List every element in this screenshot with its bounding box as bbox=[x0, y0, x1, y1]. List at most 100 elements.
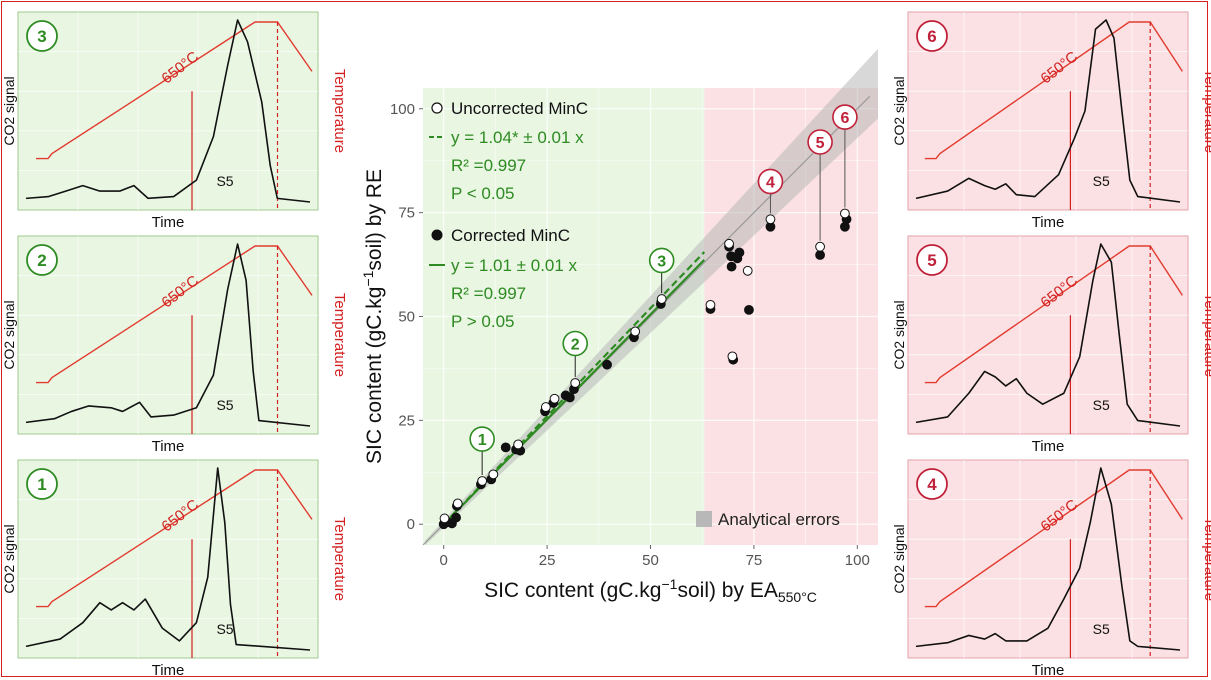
uncorrected-point bbox=[742, 265, 753, 276]
panel-number-label: 5 bbox=[927, 251, 936, 270]
panel-y2-label: Temperature bbox=[1201, 293, 1211, 377]
panel-y2-label: Temperature bbox=[1201, 69, 1211, 153]
temperature-ramp-line bbox=[36, 245, 313, 384]
co2-signal-curve bbox=[25, 19, 311, 203]
label-circle-6 bbox=[832, 104, 858, 130]
panel-y-label: CO2 signal bbox=[1, 76, 17, 145]
uncorrected-point bbox=[570, 378, 581, 388]
x-tick-label: 50 bbox=[642, 552, 659, 569]
panel-y-label: CO2 signal bbox=[891, 76, 907, 145]
scatter-plot: 1 2 3 4 56 0 25 50 75 100 0 25 50 75 100 SIC content (g… bbox=[360, 48, 878, 605]
legend-corrected-label: Corrected MinC bbox=[451, 226, 570, 245]
panel-x-label: Time bbox=[152, 438, 185, 455]
legend-corrected-r2: R² =0.997 bbox=[451, 284, 526, 303]
y-axis-title: SIC content (gC.kg−1soil) by RE bbox=[360, 169, 386, 464]
label-circle-4 bbox=[757, 168, 784, 195]
panel-background bbox=[907, 235, 1189, 435]
legend-uncorrected-p: P < 0.05 bbox=[451, 184, 515, 203]
label-circle-5 bbox=[807, 129, 833, 155]
label-number-4: 4 bbox=[766, 174, 775, 191]
peak-label-s5: S5 bbox=[216, 397, 233, 413]
panel-y-label: CO2 signal bbox=[891, 524, 907, 593]
panel-number-label: 6 bbox=[927, 27, 936, 46]
panel-y2-label: Temperature bbox=[331, 293, 348, 377]
temperature-ramp-line bbox=[924, 469, 1183, 608]
peak-label-s5: S5 bbox=[1093, 397, 1110, 413]
label-circle-3 bbox=[648, 247, 675, 274]
panel-x-label: Time bbox=[1032, 214, 1065, 231]
uncorrected-point bbox=[452, 498, 463, 509]
panel-x-label: Time bbox=[152, 662, 185, 679]
panel-number-circle bbox=[916, 468, 948, 500]
co2-signal-curve bbox=[915, 243, 1181, 427]
y-tick-label: 0 bbox=[407, 516, 415, 533]
peak-label-s5: S5 bbox=[216, 621, 233, 637]
uncorrected-point bbox=[815, 241, 825, 252]
x-tick-label: 100 bbox=[845, 552, 870, 569]
x-tick-label: 75 bbox=[746, 552, 763, 569]
corrected-point bbox=[734, 247, 745, 258]
corrected-point bbox=[815, 250, 825, 260]
legend-uncorrected-label: Uncorrected MinC bbox=[451, 99, 588, 118]
uncorrected-point bbox=[439, 513, 450, 524]
y-tick-label: 25 bbox=[398, 412, 415, 429]
uncorrected-point bbox=[630, 326, 641, 337]
uncorrected-point bbox=[477, 476, 488, 486]
label-number-2: 2 bbox=[571, 337, 580, 354]
panel-number-label: 1 bbox=[37, 475, 46, 494]
temperature-ramp-line bbox=[924, 245, 1183, 384]
corrected-point bbox=[564, 392, 575, 403]
peak-label-s5: S5 bbox=[1093, 173, 1110, 189]
label-number-6: 6 bbox=[840, 110, 849, 127]
uncorrected-point bbox=[549, 393, 560, 404]
legend-uncorrected-equation: y = 1.04* ± 0.01 x bbox=[451, 128, 584, 147]
x-axis-title: SIC content (gC.kg−1soil) by EA550°C bbox=[484, 576, 817, 605]
panel-y2-label: Temperature bbox=[331, 69, 348, 153]
temperature-ramp-line bbox=[36, 21, 313, 160]
panel-background bbox=[17, 11, 319, 211]
label-number-3: 3 bbox=[657, 253, 666, 270]
legend-corrected-p: P > 0.05 bbox=[451, 312, 515, 331]
panel-background bbox=[907, 459, 1189, 659]
x-tick-label: 0 bbox=[440, 552, 448, 569]
label-circle-2 bbox=[562, 330, 589, 357]
panel-background bbox=[17, 459, 319, 659]
peak-label-s5: S5 bbox=[216, 173, 233, 189]
panel-y-label: CO2 signal bbox=[891, 300, 907, 369]
panel-number-label: 4 bbox=[927, 475, 937, 494]
legend-uncorrected-marker bbox=[431, 102, 443, 114]
label-number-5: 5 bbox=[816, 135, 825, 152]
uncorrected-point bbox=[727, 351, 738, 362]
temperature-ramp-line bbox=[924, 21, 1183, 160]
co2-signal-curve bbox=[915, 467, 1181, 651]
x-tick-label: 25 bbox=[539, 552, 556, 569]
panel-y-label: CO2 signal bbox=[1, 524, 17, 593]
co2-signal-curve bbox=[25, 243, 311, 427]
uncorrected-point bbox=[513, 439, 524, 450]
panel-y-label: CO2 signal bbox=[1, 300, 17, 369]
panel-number-circle bbox=[26, 468, 58, 500]
legend-uncorrected-r2: R² =0.997 bbox=[451, 156, 526, 175]
uncorrected-point bbox=[540, 402, 551, 412]
corrected-point bbox=[726, 261, 737, 272]
panel-number-label: 2 bbox=[37, 251, 46, 270]
co2-signal-curve bbox=[25, 467, 311, 651]
corrected-point bbox=[500, 442, 511, 453]
panel-y2-label: Temperature bbox=[331, 517, 348, 601]
panel-background bbox=[907, 11, 1189, 211]
panel-x-label: Time bbox=[1032, 438, 1065, 455]
uncorrected-point bbox=[765, 214, 776, 225]
panel-number-circle bbox=[26, 20, 58, 52]
legend-errors-label: Analytical errors bbox=[718, 510, 840, 529]
panel-number-circle bbox=[916, 20, 948, 52]
panel-number-circle bbox=[26, 244, 58, 276]
uncorrected-point bbox=[724, 238, 734, 249]
